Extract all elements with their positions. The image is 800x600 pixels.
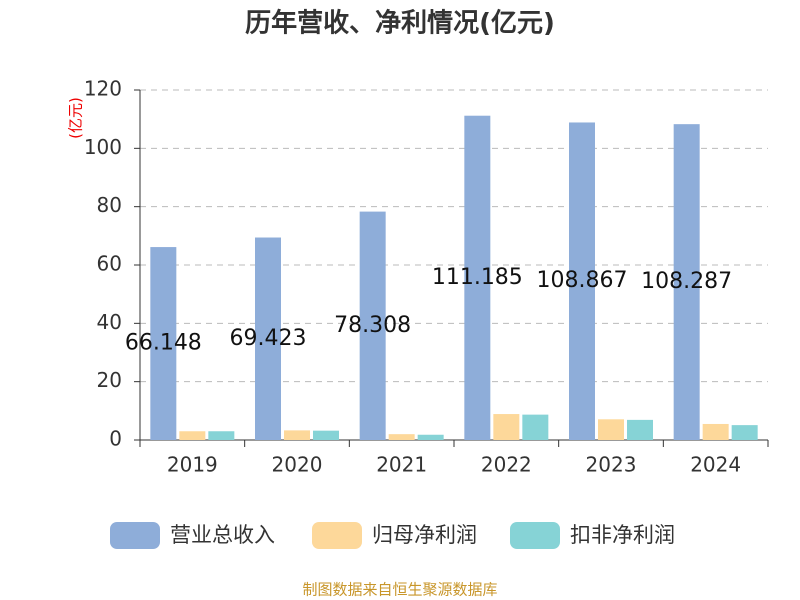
bar (702, 423, 729, 440)
bar (284, 430, 310, 440)
x-tick-label: 2022 (481, 453, 532, 477)
y-tick-label: 20 (97, 368, 122, 392)
bar (522, 414, 549, 440)
data-label: 78.308 (334, 313, 411, 338)
y-axis-label: (亿元) (67, 97, 85, 139)
bar (627, 419, 653, 440)
legend-label: 营业总收入 (170, 523, 275, 547)
data-label: 69.423 (230, 326, 307, 351)
bar (359, 211, 386, 440)
bar (313, 430, 339, 440)
bar (388, 434, 415, 440)
x-tick-label: 2024 (690, 453, 741, 477)
bar (179, 431, 206, 440)
bar (598, 419, 624, 440)
bar (493, 414, 520, 440)
data-label: 108.867 (537, 268, 628, 293)
data-label: 111.185 (432, 265, 523, 290)
y-tick-label: 100 (84, 135, 122, 159)
bar (208, 431, 235, 440)
bar (673, 124, 700, 441)
legend-swatch (510, 522, 560, 549)
y-tick-label: 40 (97, 310, 122, 334)
source-note: 制图数据来自恒生聚源数据库 (302, 581, 497, 599)
x-tick-label: 2021 (376, 453, 427, 477)
bar (417, 434, 444, 440)
bar (464, 115, 491, 440)
x-tick-label: 2023 (586, 453, 637, 477)
legend-swatch (110, 522, 160, 549)
bar (255, 237, 281, 440)
y-tick-label: 0 (109, 427, 122, 451)
data-label: 108.287 (641, 269, 732, 294)
bar (569, 122, 595, 440)
x-tick-label: 2020 (272, 453, 323, 477)
y-tick-label: 120 (84, 77, 122, 101)
y-tick-label: 80 (97, 193, 122, 217)
legend-swatch (312, 522, 362, 549)
chart-title: 历年营收、净利情况(亿元) (245, 8, 555, 39)
x-tick-label: 2019 (167, 453, 218, 477)
legend-label: 扣非净利润 (570, 523, 675, 547)
y-tick-label: 60 (97, 252, 122, 276)
bar (150, 247, 177, 440)
bar (731, 425, 758, 440)
legend-label: 归母净利润 (372, 523, 477, 547)
data-label: 66.148 (125, 331, 202, 356)
